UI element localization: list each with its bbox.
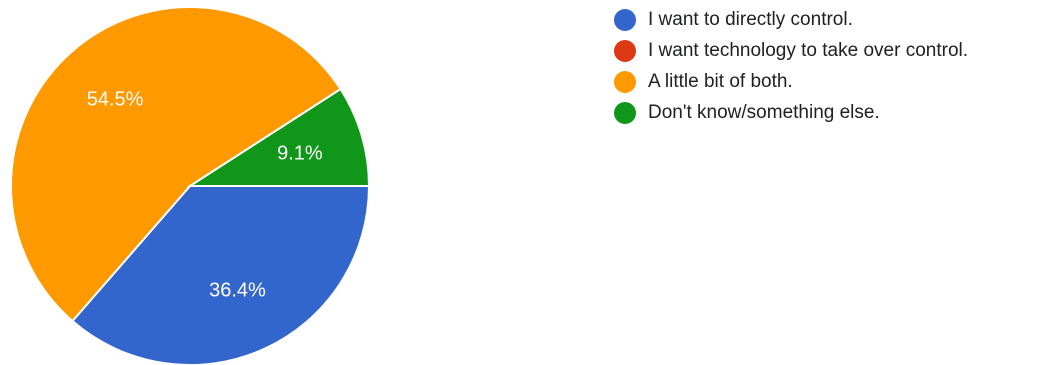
legend-label: Don't know/something else. — [648, 101, 880, 123]
pie-slice-3[interactable] — [186, 87, 371, 187]
legend-item-3[interactable]: Don't know/something else. — [614, 97, 968, 128]
legend: I want to directly control. I want techno… — [614, 4, 968, 128]
legend-label: I want to directly control. — [648, 8, 853, 30]
pie-slice-0[interactable] — [71, 185, 371, 365]
legend-item-1[interactable]: I want technology to take over control. — [614, 35, 968, 66]
legend-label: A little bit of both. — [648, 70, 793, 92]
legend-swatch-icon — [614, 101, 636, 124]
slice-value-label-3: 9.1% — [277, 143, 323, 165]
legend-label: I want technology to take over control. — [648, 39, 969, 61]
pie-slice-2[interactable] — [10, 6, 342, 323]
legend-swatch-icon — [614, 39, 636, 62]
legend-swatch-icon — [614, 70, 636, 93]
slice-value-label-0: 36.4% — [209, 279, 266, 301]
pie-chart: 36.4% 54.5% 9.1% — [10, 6, 371, 365]
legend-item-2[interactable]: A little bit of both. — [614, 66, 968, 97]
legend-swatch-icon — [614, 8, 636, 31]
slice-value-label-2: 54.5% — [87, 88, 144, 110]
legend-item-0[interactable]: I want to directly control. — [614, 4, 968, 35]
